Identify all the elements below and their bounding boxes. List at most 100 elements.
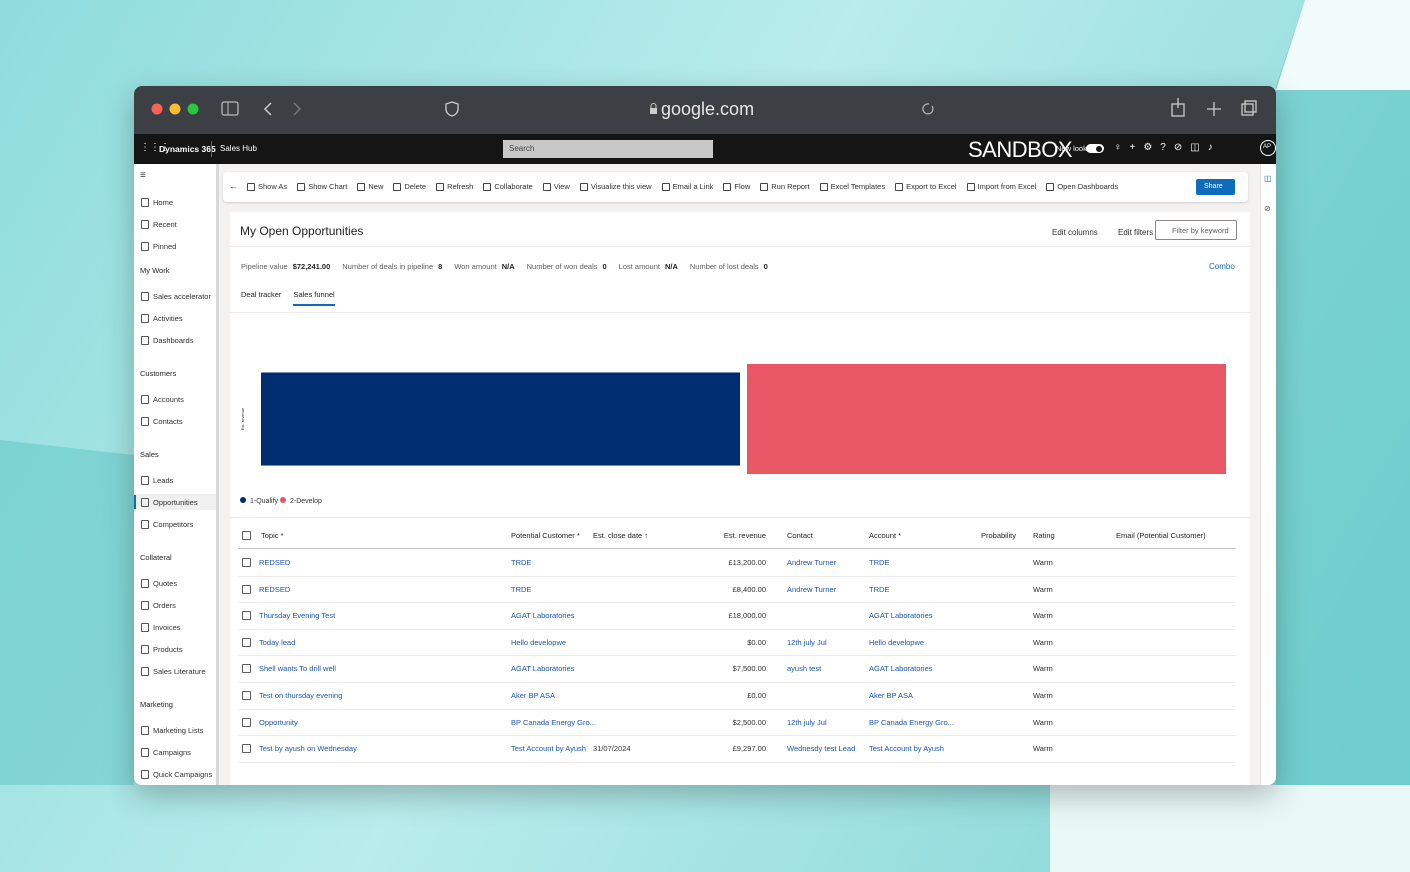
nav-item[interactable]: Accounts [134, 391, 216, 407]
nav-item[interactable]: Recent [134, 216, 216, 232]
edit-columns[interactable]: Edit columns [1052, 228, 1098, 237]
command[interactable]: Refresh [436, 182, 473, 191]
command[interactable]: View [542, 182, 570, 191]
tab[interactable]: Deal tracker [241, 290, 282, 299]
row-checkbox[interactable] [242, 744, 251, 754]
back-button[interactable]: ← [229, 181, 238, 191]
cell[interactable]: BP Canada Energy Gro... [869, 717, 954, 727]
cell[interactable]: AGAT Laboratories [511, 664, 575, 674]
toggle[interactable] [1086, 144, 1104, 153]
cell[interactable]: AGAT Laboratories [869, 611, 933, 621]
cell[interactable]: TRDE [869, 558, 890, 567]
avatar[interactable]: AP [1260, 140, 1276, 156]
cell[interactable]: REDSED [259, 558, 291, 567]
cell[interactable]: Test on thursday evening [259, 691, 343, 700]
column-header[interactable]: Probability [981, 531, 1017, 540]
cell[interactable]: ayush test [787, 664, 822, 674]
column-header[interactable]: Est. close date ↑ [593, 531, 649, 540]
nav-item[interactable]: Pinned [134, 238, 216, 254]
url[interactable]: google.com [661, 99, 755, 119]
cell[interactable]: Wednesdy test Lead [787, 744, 856, 754]
row-checkbox[interactable] [242, 558, 251, 567]
column-header[interactable]: Account * [869, 531, 902, 540]
command[interactable]: Flow [723, 182, 750, 191]
nav-item[interactable]: Products [134, 641, 216, 657]
product-name[interactable]: Dynamics 365 [159, 144, 216, 154]
nav-item[interactable]: Invoices [134, 619, 216, 635]
cell[interactable]: Hello developwe [869, 637, 925, 647]
waffle[interactable]: ⋮⋮⋮ [140, 142, 170, 153]
row-checkbox[interactable] [242, 611, 251, 621]
command[interactable]: New [357, 182, 383, 191]
app-area[interactable]: Sales Hub [220, 144, 257, 153]
cell[interactable]: Aker BP ASA [511, 691, 556, 700]
cell[interactable]: 12th july Jul [787, 637, 827, 647]
search-box[interactable]: Search [503, 140, 713, 158]
command[interactable]: Email a Link [661, 182, 713, 191]
header-icons[interactable]: ♀+⚙?⊘◫♪ [1114, 142, 1221, 153]
combo[interactable]: Combo [1209, 262, 1235, 271]
cell[interactable]: Today lead [259, 637, 296, 647]
row-checkbox[interactable] [242, 691, 251, 700]
cell[interactable]: REDSED [259, 584, 291, 594]
command[interactable]: Show Chart [297, 182, 347, 191]
nav-item[interactable]: Contacts [134, 413, 216, 429]
filter-box[interactable]: Filter by keyword [1155, 220, 1237, 240]
nav-item[interactable]: Activities [134, 310, 216, 326]
nav-item[interactable]: Leads [134, 472, 216, 488]
column-header[interactable]: Contact [787, 531, 813, 540]
cell[interactable]: AGAT Laboratories [869, 664, 933, 674]
header-checkbox[interactable] [242, 531, 251, 540]
nav-item[interactable]: Quotes [134, 575, 216, 591]
row-checkbox[interactable] [242, 584, 251, 594]
cell[interactable]: Test Account by Ayush [869, 744, 944, 754]
cell[interactable]: Test by ayush on Wednesday [259, 744, 357, 754]
edit-filters[interactable]: Edit filters [1118, 228, 1154, 237]
rail-icon[interactable]: ◫ [1264, 174, 1272, 183]
command[interactable]: Export to Excel [895, 182, 957, 191]
row-checkbox[interactable] [242, 717, 251, 727]
nav-item[interactable]: Home [134, 194, 216, 210]
command[interactable]: Open Dashboards [1046, 182, 1118, 191]
cell[interactable]: 12th july Jul [787, 717, 827, 727]
command[interactable]: Collaborate [483, 182, 533, 191]
view-title[interactable]: My Open Opportunities [240, 224, 364, 238]
command[interactable]: Run Report [760, 182, 810, 191]
nav-item[interactable]: Campaigns [134, 744, 216, 760]
command[interactable]: Excel Templates [819, 182, 885, 191]
column-header[interactable]: Email (Potential Customer) [1116, 531, 1206, 540]
nav-item[interactable]: Orders [134, 597, 216, 613]
cell[interactable]: TRDE [511, 584, 532, 594]
cell[interactable]: Aker BP ASA [869, 691, 914, 700]
command[interactable]: Import from Excel [966, 182, 1036, 191]
cell[interactable]: AGAT Laboratories [511, 611, 575, 621]
row-checkbox[interactable] [242, 664, 251, 674]
nav-item[interactable]: Competitors [134, 516, 216, 532]
nav-item[interactable]: Sales Literature [134, 663, 216, 679]
command[interactable]: Show As [247, 182, 287, 191]
nav-item[interactable]: Quick Campaigns [134, 766, 216, 782]
cell[interactable]: Shell wants To drill well [259, 664, 336, 674]
nav-item[interactable]: Marketing Lists [134, 722, 216, 738]
column-header[interactable]: Rating [1033, 531, 1055, 540]
cell[interactable]: Opportunity [259, 717, 298, 727]
tab[interactable]: Sales funnel [293, 290, 335, 306]
nav-item[interactable]: Opportunities [134, 494, 216, 510]
rail-icon[interactable]: ⊘ [1264, 204, 1271, 213]
column-header[interactable]: Est. revenue [723, 531, 766, 540]
cell[interactable]: BP Canada Energy Gro... [511, 717, 596, 727]
column-header[interactable]: Potential Customer * [511, 531, 580, 540]
cell[interactable]: Andrew Turner [787, 584, 837, 594]
share-button[interactable]: Share [1196, 179, 1235, 195]
command[interactable]: Delete [393, 182, 426, 191]
command[interactable]: Visualize this view [579, 182, 652, 191]
cell[interactable]: TRDE [869, 584, 890, 594]
nav-item[interactable]: Sales accelerator [134, 288, 216, 304]
cell[interactable]: Andrew Turner [787, 558, 837, 567]
nav-item[interactable]: Dashboards [134, 332, 216, 348]
row-checkbox[interactable] [242, 637, 251, 647]
cell[interactable]: Hello developwe [511, 637, 567, 647]
menu-toggle[interactable]: ≡ [140, 170, 146, 181]
cell[interactable]: TRDE [511, 558, 532, 567]
cell[interactable]: Test Account by Ayush [511, 744, 586, 754]
